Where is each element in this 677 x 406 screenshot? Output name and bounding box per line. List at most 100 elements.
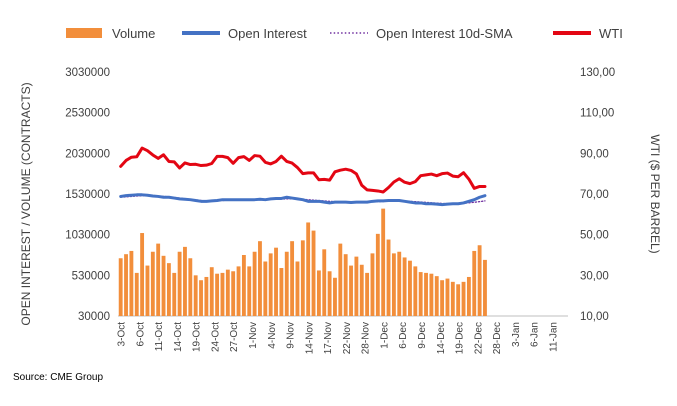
volume-bar	[166, 263, 171, 316]
volume-bar	[349, 265, 353, 316]
volume-bar	[354, 256, 359, 316]
x-tick-label: 14-Oct	[173, 322, 184, 352]
volume-bar	[424, 272, 428, 316]
volume-bar	[418, 272, 423, 316]
volume-bar	[413, 266, 418, 316]
x-tick-label: 14-Dec	[436, 322, 447, 354]
volume-bar	[247, 266, 252, 316]
volume-bar	[461, 281, 466, 316]
x-tick-label: 9-Dec	[417, 322, 428, 349]
axes: 30000 530000 1030000 1530000 2030000 2530000 3…	[19, 67, 662, 354]
volume-bar	[258, 241, 262, 316]
volume-bar	[268, 253, 273, 316]
x-tick-label: 17-Nov	[323, 322, 334, 354]
volume-bar	[172, 272, 177, 316]
volume-bar	[311, 230, 316, 316]
x-tick-label: 6-Oct	[135, 322, 146, 347]
volume-bar	[450, 281, 455, 316]
legend-swatch-volume	[66, 28, 102, 38]
volume-bar	[316, 270, 321, 316]
volume-bar	[231, 271, 236, 316]
y-left-tick-label: 1030000	[65, 230, 110, 242]
y-left-tick-label: 2030000	[65, 148, 110, 160]
volume-bar	[290, 241, 295, 316]
volume-bar	[483, 259, 487, 316]
x-tick-label: 14-Nov	[304, 322, 315, 354]
volume-bar	[300, 240, 305, 316]
x-tick-label: 19-Oct	[192, 322, 203, 352]
volume-bar	[333, 277, 337, 316]
volume-bar	[124, 254, 128, 316]
source-note: Source: CME Group	[13, 372, 104, 383]
volume-bar	[140, 233, 145, 316]
legend: Volume Open Interest Open Interest 10d-SMA…	[66, 26, 623, 41]
x-tick-label: 4-Nov	[267, 322, 278, 349]
volume-bar	[440, 280, 445, 316]
volume-bar	[397, 251, 402, 316]
x-tick-label: 3-Oct	[117, 322, 128, 347]
y-right-tick-label: 110,00	[580, 108, 614, 120]
volume-bar	[306, 222, 311, 316]
volume-bar	[225, 269, 230, 316]
x-tick-label: 1-Dec	[379, 322, 390, 349]
volume-bar	[402, 257, 407, 316]
volume-bar	[220, 272, 225, 316]
y-right-tick-label: 90,00	[580, 148, 609, 160]
volume-bar	[370, 253, 375, 316]
volume-bar	[408, 260, 412, 316]
volume-bar	[193, 275, 198, 316]
x-tick-label: 28-Dec	[492, 322, 503, 354]
volume-bar	[456, 284, 461, 316]
x-tick-label: 28-Nov	[361, 322, 372, 354]
y-right-tick-label: 10,00	[580, 311, 609, 323]
x-tick-label: 19-Dec	[455, 322, 466, 354]
volume-bar	[477, 245, 482, 316]
x-tick-label: 22-Dec	[473, 322, 484, 354]
volume-bar	[252, 251, 257, 316]
volume-bar	[209, 267, 214, 316]
x-tick-label: 11-Oct	[154, 322, 165, 351]
x-tick-label: 6-Jan	[530, 322, 541, 347]
y-left-tick-label: 1530000	[65, 189, 110, 201]
volume-bar	[375, 233, 380, 316]
volume-bar	[118, 258, 123, 316]
y-right-tick-label: 70,00	[580, 189, 609, 201]
volume-bar	[145, 265, 150, 316]
x-tick-label: 11-Jan	[549, 322, 560, 352]
x-tick-label: 1-Nov	[248, 322, 259, 349]
volume-bar	[338, 243, 343, 316]
x-tick-label: 22-Nov	[342, 322, 353, 354]
volume-bar	[381, 208, 386, 316]
volume-bar	[466, 276, 471, 316]
volume-bar	[241, 255, 246, 316]
y-right-tick-label: 130,00	[580, 67, 615, 79]
open-interest-line	[119, 193, 487, 207]
volume-bar	[295, 261, 300, 316]
series-lines	[119, 146, 487, 207]
x-tick-label: 6-Dec	[398, 322, 409, 349]
y-right-axis-title: WTI ($ PER BARREL)	[648, 134, 662, 253]
volume-bar	[134, 272, 139, 316]
y-left-tick-label: 30000	[78, 311, 110, 323]
volume-bar	[445, 278, 450, 316]
x-tick-label: 27-Oct	[229, 322, 240, 352]
y-left-tick-label: 530000	[72, 270, 110, 282]
y-left-tick-label: 2530000	[65, 108, 110, 120]
volume-bar	[365, 272, 370, 316]
volume-bar	[391, 253, 396, 316]
volume-bar	[150, 251, 155, 316]
volume-bar	[215, 273, 220, 316]
volume-bar	[177, 251, 182, 316]
volume-bar	[236, 266, 241, 316]
legend-label: Open Interest	[228, 26, 307, 41]
volume-bar	[284, 251, 289, 316]
legend-label: Volume	[112, 26, 155, 41]
volume-bar	[386, 239, 391, 316]
volume-bar	[434, 276, 439, 316]
volume-bars	[118, 208, 487, 316]
volume-bar	[156, 243, 161, 316]
x-tick-label: 24-Oct	[210, 322, 221, 352]
x-tick-label: 3-Jan	[511, 322, 522, 347]
